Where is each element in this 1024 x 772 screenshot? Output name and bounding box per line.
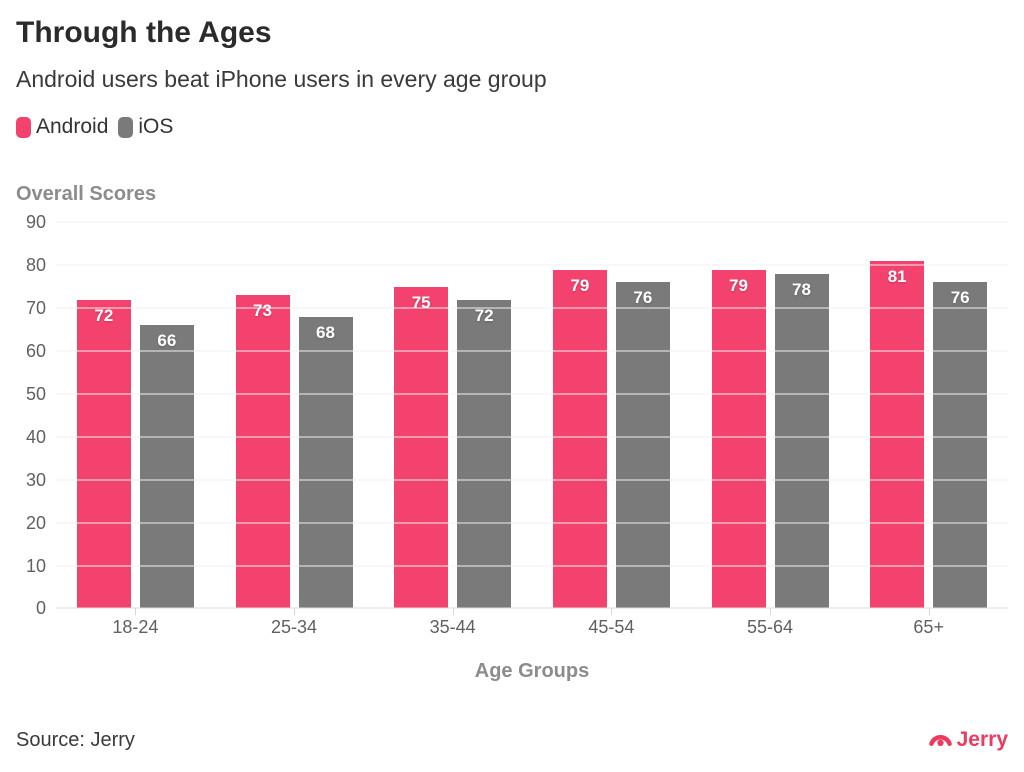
x-tick-mark: [770, 608, 771, 616]
x-tick-label-65+: 65+: [913, 617, 944, 638]
x-axis-title: Age Groups: [474, 660, 590, 683]
source-note: Source: Jerry: [16, 728, 135, 751]
bar-value-label: 79: [729, 275, 748, 295]
gridline-10: [56, 565, 1008, 567]
gridline-0: [56, 607, 1008, 609]
bar-groups: 72 66 73 68 75 72 79 76 79 78 81 76: [56, 222, 1008, 609]
page-title: Through the Ages: [16, 16, 272, 49]
x-tick-mark: [452, 608, 454, 616]
gridline-20: [56, 522, 1008, 524]
bar-android-18-24: 72: [76, 299, 131, 609]
legend-label-android: Android: [36, 115, 109, 139]
legend: Android iOS: [16, 114, 1008, 140]
gridline-40: [56, 436, 1008, 438]
bar-value-label: 68: [316, 322, 335, 342]
bar-value-label: 76: [950, 288, 970, 308]
gridline-90: [56, 221, 1008, 223]
x-tick-label-18-24: 18-24: [112, 617, 159, 638]
bar-value-label: 75: [411, 292, 431, 312]
y-axis: 0 10 20 30 40 50 60 70 80 90: [16, 213, 56, 617]
x-tick-mark: [611, 608, 613, 616]
y-tick-label-40: 40: [25, 426, 46, 447]
plot-area: 72 66 73 68 75 72 79 76 79 78 81 76: [56, 221, 1008, 616]
y-tick-label-20: 20: [25, 512, 46, 533]
chart-title: Overall Scores: [16, 183, 157, 206]
android-swatch-icon: [16, 116, 31, 138]
y-tick-label-10: 10: [25, 555, 46, 576]
brand-logo: Jerry: [928, 728, 1008, 752]
legend-label-ios: iOS: [138, 115, 174, 139]
bar-group-25-34: 73 68: [215, 222, 374, 609]
y-tick-label-30: 30: [25, 469, 46, 490]
bar-value-label: 66: [157, 331, 177, 351]
bar-group-65+: 81 76: [849, 222, 1008, 609]
x-axis-spacer: [16, 617, 56, 638]
bar-group-45-54: 79 76: [532, 222, 691, 609]
bar-group-35-44: 75 72: [373, 222, 532, 609]
y-tick-label-70: 70: [25, 298, 46, 319]
legend-item-android: Android: [16, 115, 108, 139]
footer: Source: Jerry Jerry: [16, 728, 1008, 752]
jerry-arc-icon: [928, 729, 953, 751]
x-tick-mark: [928, 608, 930, 616]
x-title-spacer: [16, 660, 56, 683]
legend-item-ios: iOS: [118, 115, 173, 139]
bar-value-label: 73: [253, 301, 272, 321]
gridline-30: [56, 479, 1008, 481]
x-tick-mark: [294, 608, 295, 616]
bar-android-55-64: 79: [711, 269, 766, 609]
bar-ios-18-24: 66: [139, 325, 194, 609]
x-tick-label-25-34: 25-34: [270, 617, 318, 638]
y-tick-label-50: 50: [25, 383, 46, 404]
bar-ios-25-34: 68: [298, 316, 353, 609]
y-tick-label-90: 90: [25, 212, 46, 233]
page-subtitle: Android users beat iPhone users in every…: [16, 65, 547, 92]
bar-ios-35-44: 72: [457, 299, 512, 609]
bar-value-label: 78: [792, 279, 811, 299]
gridline-50: [56, 393, 1008, 395]
bar-android-45-54: 79: [552, 269, 607, 609]
bar-value-label: 76: [633, 288, 653, 308]
gridline-70: [56, 307, 1008, 309]
bar-ios-65+: 76: [933, 282, 988, 609]
gridline-80: [56, 264, 1008, 266]
y-tick-label-0: 0: [35, 598, 46, 619]
y-tick-label-80: 80: [25, 255, 46, 276]
bar-value-label: 72: [474, 305, 494, 325]
bar-value-label: 79: [570, 275, 590, 295]
bar-ios-55-64: 78: [774, 273, 829, 609]
bar-group-55-64: 79 78: [691, 222, 850, 609]
x-tick-label-55-64: 55-64: [747, 617, 794, 638]
y-tick-label-60: 60: [25, 341, 46, 362]
bar-android-65+: 81: [870, 261, 925, 609]
x-labels: 18-24 25-34 35-44 45-54 55-64 65+: [56, 617, 1008, 638]
bar-group-18-24: 72 66: [56, 222, 215, 609]
chart: 0 10 20 30 40 50 60 70 80 90 72 66 73 68 75 72 79 76 79 78…: [16, 213, 1008, 683]
x-tick-label-45-54: 45-54: [588, 617, 635, 638]
bar-android-35-44: 75: [394, 286, 449, 609]
x-tick-label-35-44: 35-44: [429, 617, 476, 638]
bar-ios-45-54: 76: [615, 282, 670, 609]
ios-swatch-icon: [118, 116, 134, 138]
bar-value-label: 81: [887, 267, 907, 286]
bar-android-25-34: 73: [235, 295, 290, 609]
x-tick-mark: [135, 608, 137, 616]
gridline-60: [56, 350, 1008, 352]
brand-name: Jerry: [956, 728, 1008, 751]
bar-value-label: 72: [94, 305, 114, 325]
